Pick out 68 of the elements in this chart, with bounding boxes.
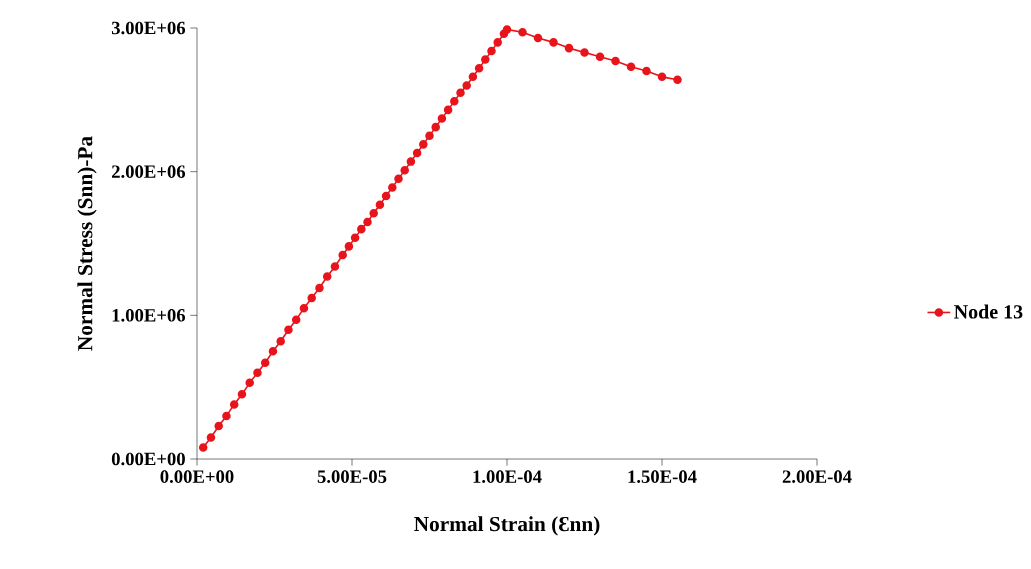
point [468,72,478,82]
point [237,390,247,399]
point [431,122,440,132]
point [388,183,397,192]
point [595,52,605,61]
point [253,368,262,378]
point [369,209,378,218]
point [443,105,453,115]
point [533,33,543,43]
point [394,174,403,184]
point [493,38,502,47]
point [518,28,527,37]
point [338,250,347,260]
point [642,66,651,76]
point [363,217,372,227]
point [564,43,574,53]
point [229,400,239,409]
y-tick-label: 2.00E+06 [111,165,186,179]
legend-label: Node 13 [954,304,1023,319]
point [580,48,589,57]
point [626,62,636,72]
point [350,233,360,243]
point [474,63,484,73]
y-tick-label: 1.00E+06 [112,308,186,322]
point [419,140,428,149]
point [276,336,285,346]
x-tick-label: 1.50E-04 [628,470,697,484]
point [487,46,496,56]
point [344,242,354,251]
y-axis-title: Normal Stress (Snn)-Pa [77,136,97,351]
x-tick-label: 5.00E-05 [317,470,387,484]
y-tick-label: 0.00E+00 [111,452,185,466]
x-tick-label: 2.00E-04 [782,470,852,484]
point [462,81,471,90]
point [412,148,422,158]
point [381,191,391,201]
point [198,443,208,452]
x-axis-title: Normal Strain (Ɛnn) [414,516,600,536]
x-tick-label: 0.00E+00 [160,470,234,484]
point [673,75,682,84]
point [425,131,434,141]
point [214,421,223,431]
point [450,97,459,106]
point [268,346,278,356]
point [307,293,316,303]
point [375,200,385,209]
point [657,72,667,82]
point [284,325,293,334]
x-tick-label: 1.00E-04 [473,470,542,484]
point [502,25,512,34]
point [437,114,447,123]
point [481,55,490,64]
point [330,262,340,271]
point [222,411,231,421]
point [456,88,465,97]
point [357,224,366,234]
point [315,283,324,293]
point [291,315,301,324]
point [549,38,558,47]
point [406,157,416,166]
point [206,433,216,442]
point [400,165,409,175]
point [299,303,309,313]
y-tick-label: 3.00E+06 [111,21,186,35]
point [245,378,254,388]
point [611,56,620,66]
point [260,358,270,368]
point [322,272,332,281]
